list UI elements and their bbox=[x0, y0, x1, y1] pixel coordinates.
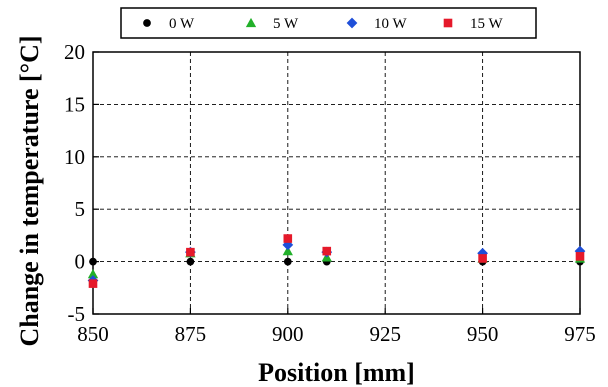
data-point-15w bbox=[283, 234, 293, 243]
y-axis-title: Change in temperature [°C] bbox=[15, 35, 44, 346]
y-tick-label: -5 bbox=[68, 302, 86, 326]
legend-box bbox=[120, 7, 537, 39]
y-tick-label: 5 bbox=[75, 197, 86, 221]
legend-marker-15w bbox=[443, 18, 453, 28]
data-point-0w bbox=[89, 257, 97, 266]
plot-frame bbox=[92, 51, 581, 315]
data-point-15w bbox=[322, 246, 332, 256]
data-point-0w bbox=[283, 257, 292, 266]
y-tick-label: 10 bbox=[64, 145, 85, 169]
x-tick-label: 950 bbox=[467, 322, 499, 346]
y-tick-label: 20 bbox=[64, 40, 85, 64]
data-point-5w bbox=[87, 269, 99, 279]
y-tick-label: 15 bbox=[64, 92, 85, 116]
x-tick-label: 975 bbox=[564, 322, 596, 346]
data-point-0w bbox=[186, 257, 195, 266]
x-tick-label: 900 bbox=[272, 322, 304, 346]
data-point-15w bbox=[478, 254, 487, 263]
legend-label: 5 W bbox=[273, 16, 299, 32]
data-point-5w bbox=[282, 245, 293, 256]
legend-marker-10w bbox=[346, 17, 358, 29]
legend-label: 10 W bbox=[374, 16, 407, 32]
y-tick-label: 0 bbox=[75, 250, 86, 274]
data-point-15w bbox=[186, 247, 195, 257]
axis-ticks: 850 875 900 925 950 975 -5 0 5 10 15 20 bbox=[64, 40, 596, 346]
x-tick-label: 875 bbox=[175, 322, 207, 346]
x-axis-title: Position [mm] bbox=[258, 358, 415, 387]
x-tick-label: 925 bbox=[369, 322, 401, 346]
legend-label: 0 W bbox=[169, 16, 195, 32]
legend: 0 W 5 W 10 W 15 W bbox=[120, 7, 537, 39]
legend-marker-0w bbox=[143, 19, 151, 27]
legend-marker-5w bbox=[245, 17, 257, 28]
data-point-15w bbox=[575, 252, 585, 261]
x-tick-label: 850 bbox=[77, 322, 109, 346]
data-point-15w bbox=[88, 279, 98, 288]
data-points bbox=[87, 234, 586, 288]
legend-label: 15 W bbox=[470, 16, 503, 32]
grid-lines bbox=[93, 52, 580, 314]
